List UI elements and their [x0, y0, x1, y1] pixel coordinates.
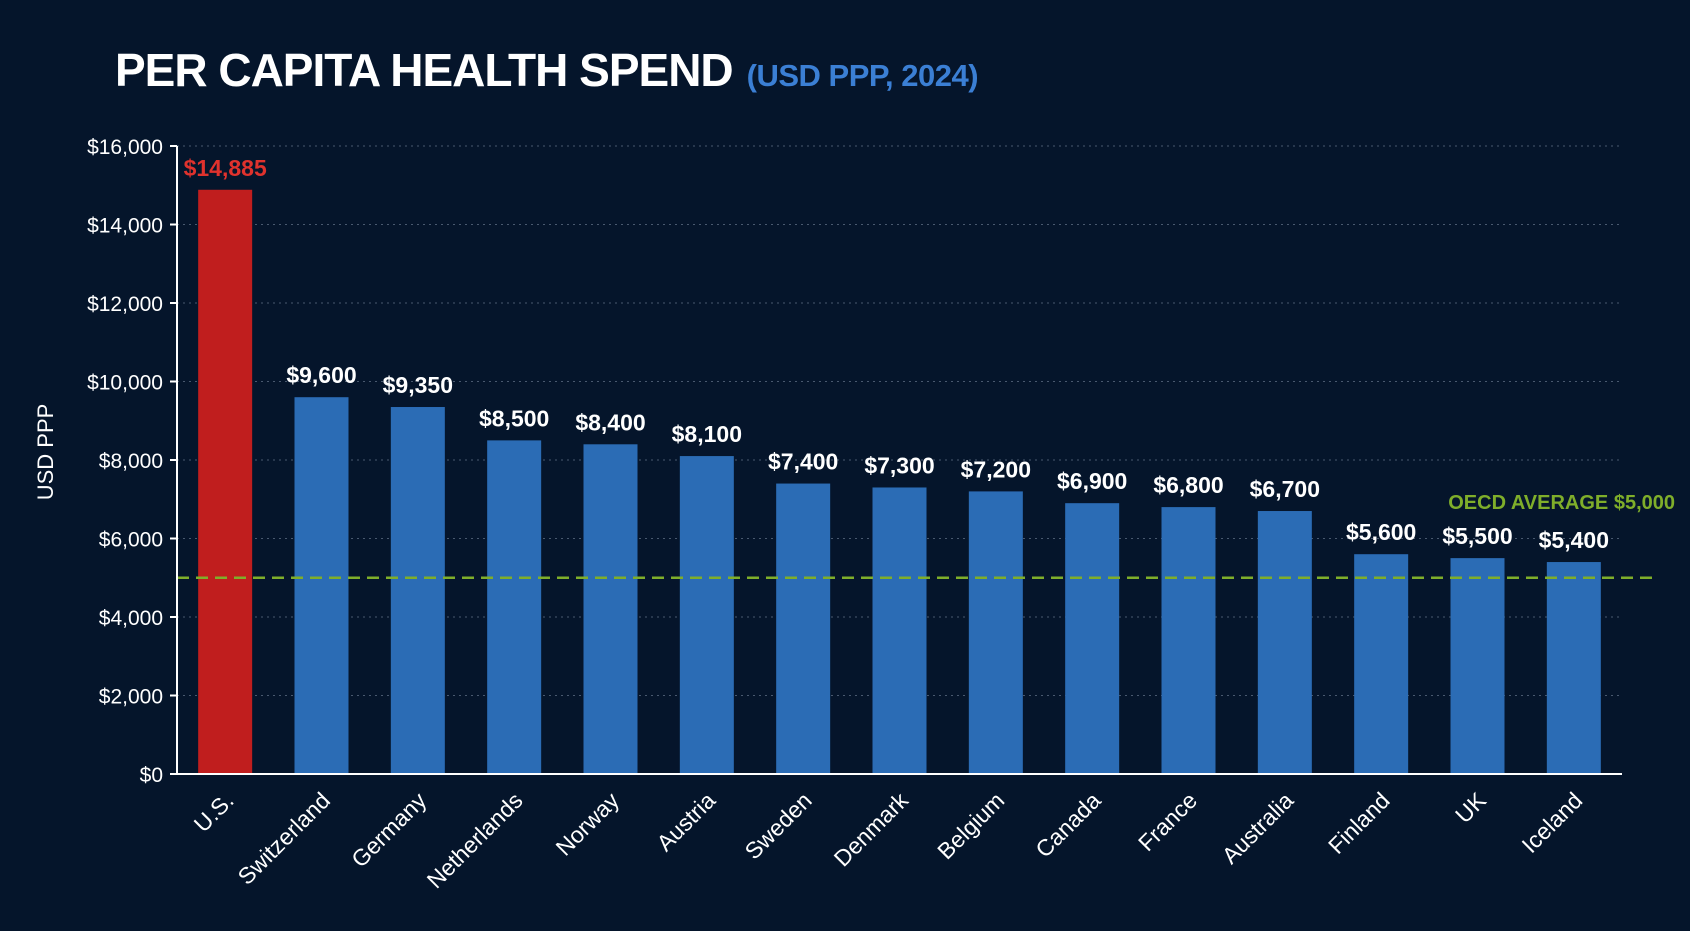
y-tick-label: $12,000 [87, 293, 163, 316]
x-tick-label: U.S. [189, 787, 239, 837]
x-tick-label: Netherlands [422, 787, 528, 893]
x-tick-label: Sweden [740, 787, 817, 864]
y-tick-label: $2,000 [99, 686, 163, 709]
x-tick-label: France [1133, 787, 1202, 856]
x-tick-label: UK [1450, 787, 1491, 828]
bar-sweden [776, 483, 831, 774]
reference-line-group: OECD AVERAGE $5,000 [177, 492, 1675, 579]
bar-germany [390, 407, 445, 774]
value-label: $9,600 [286, 362, 356, 388]
value-labels: $14,885 $9,600 $9,350 $8,500 $8,400 $8,100 $7,… [184, 155, 1609, 553]
y-tick-label: $14,000 [87, 215, 163, 238]
bar-netherlands [487, 440, 542, 774]
bar-finland [1354, 554, 1409, 774]
value-label: $6,800 [1153, 472, 1223, 498]
bar-iceland [1546, 562, 1601, 774]
value-label: $6,700 [1250, 476, 1320, 502]
value-label: $9,350 [383, 372, 453, 398]
value-label: $5,400 [1539, 527, 1609, 553]
x-tick-label: Belgium [932, 787, 1009, 864]
x-tick-label: Canada [1030, 787, 1106, 863]
value-label: $7,400 [768, 449, 838, 475]
bar-switzerland [294, 397, 349, 774]
bar-denmark [872, 487, 927, 774]
bar-u-s- [198, 189, 253, 775]
value-label: $7,200 [961, 456, 1031, 482]
value-label: $8,100 [672, 421, 742, 447]
chart-title: PER CAPITA HEALTH SPEND [115, 44, 733, 96]
y-tick-label: $16,000 [87, 136, 163, 159]
value-label: $5,500 [1442, 523, 1512, 549]
value-label: $8,500 [479, 405, 549, 431]
x-tick-label: Iceland [1517, 787, 1588, 858]
x-tick-label: Austria [651, 787, 720, 856]
x-tick-label: Germany [346, 787, 432, 873]
chart-subtitle: (USD PPP, 2024) [747, 58, 978, 93]
x-tick-label: Denmark [829, 787, 914, 872]
x-tick-label: Australia [1217, 787, 1299, 869]
y-tick-label: $8,000 [99, 450, 163, 473]
y-axis-title: USD PPP [33, 404, 58, 501]
x-tick-label: Switzerland [233, 787, 335, 889]
value-label: $14,885 [184, 155, 267, 181]
value-label: $6,900 [1057, 468, 1127, 494]
bar-austria [679, 456, 734, 774]
bars [198, 189, 1601, 775]
y-tick-label: $4,000 [99, 607, 163, 630]
y-tick-label: $10,000 [87, 372, 163, 395]
value-label: $5,600 [1346, 519, 1416, 545]
value-label: $8,400 [575, 409, 645, 435]
y-tick-label: $0 [140, 764, 163, 787]
bar-norway [583, 444, 638, 774]
bar-france [1161, 507, 1216, 774]
value-label: $7,300 [864, 452, 934, 478]
oecd-average-label: OECD AVERAGE $5,000 [1448, 492, 1675, 514]
bar-uk [1450, 558, 1505, 774]
y-tick-labels: $0 $2,000 $4,000 $6,000 $8,000 $10,000 $12,000… [87, 136, 177, 787]
bar-australia [1257, 511, 1312, 774]
x-tick-label: Norway [551, 787, 625, 861]
y-tick-label: $6,000 [99, 529, 163, 552]
x-tick-label: Finland [1323, 787, 1395, 859]
bar-belgium [968, 491, 1023, 774]
bar-canada [1065, 503, 1120, 774]
